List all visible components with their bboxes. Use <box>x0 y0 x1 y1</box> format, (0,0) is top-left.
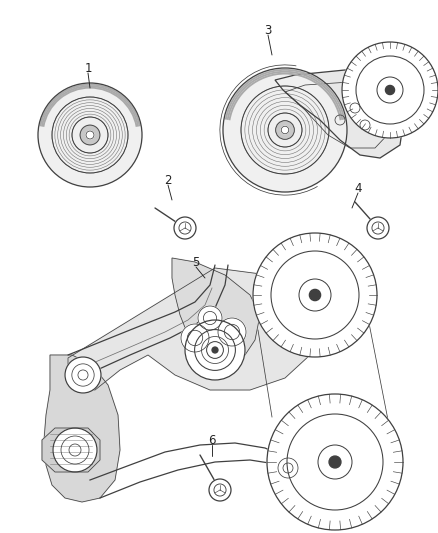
Text: 2: 2 <box>164 174 172 187</box>
Circle shape <box>65 357 101 393</box>
Circle shape <box>174 217 196 239</box>
Text: 5: 5 <box>192 255 200 269</box>
Circle shape <box>209 479 231 501</box>
Polygon shape <box>172 258 260 362</box>
Circle shape <box>385 85 395 94</box>
Circle shape <box>80 125 100 145</box>
Text: 1: 1 <box>84 61 92 75</box>
Text: 4: 4 <box>354 182 362 195</box>
Circle shape <box>86 131 94 139</box>
Circle shape <box>223 68 347 192</box>
Circle shape <box>276 120 294 139</box>
Polygon shape <box>42 428 100 472</box>
Circle shape <box>212 347 218 353</box>
Circle shape <box>329 456 341 468</box>
Circle shape <box>223 68 347 192</box>
Circle shape <box>367 217 389 239</box>
Circle shape <box>253 233 377 357</box>
Circle shape <box>281 126 289 134</box>
Polygon shape <box>275 70 405 158</box>
Polygon shape <box>44 355 120 502</box>
Circle shape <box>342 42 438 138</box>
Polygon shape <box>68 268 325 390</box>
Text: 6: 6 <box>208 433 216 447</box>
Circle shape <box>218 318 246 346</box>
Circle shape <box>38 83 142 187</box>
Circle shape <box>309 289 321 301</box>
Circle shape <box>53 428 97 472</box>
Circle shape <box>181 324 209 352</box>
Circle shape <box>267 394 403 530</box>
Circle shape <box>185 320 245 380</box>
Circle shape <box>198 306 222 330</box>
Text: 3: 3 <box>264 23 272 36</box>
